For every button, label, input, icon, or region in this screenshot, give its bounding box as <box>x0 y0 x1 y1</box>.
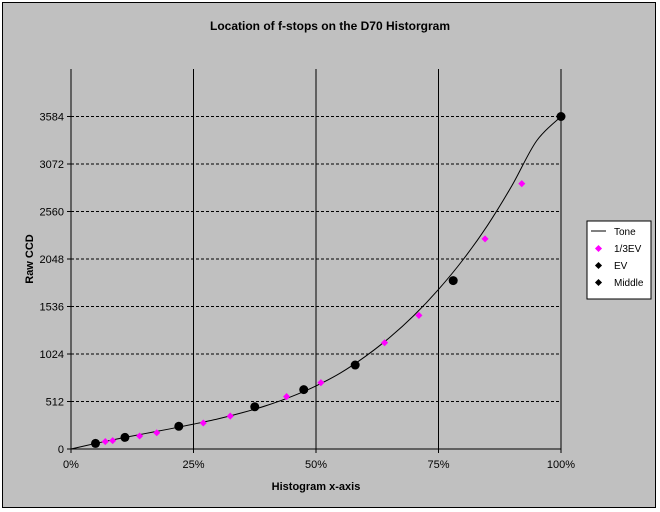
third-ev-point <box>415 311 423 319</box>
ev-point <box>120 432 130 442</box>
x-axis-title: Histogram x-axis <box>272 481 361 493</box>
third-ev-point <box>136 432 144 440</box>
x-tick-label: 75% <box>427 459 449 471</box>
ev-point <box>556 112 566 121</box>
y-tick-label: 1536 <box>40 302 64 314</box>
series-markers <box>91 112 566 448</box>
legend-box <box>586 220 652 300</box>
ev-point <box>448 276 458 286</box>
legend-label-middle: Middle <box>614 278 644 289</box>
y-tick-label: 0 <box>58 444 64 456</box>
legend-label-third-ev: 1/3EV <box>614 244 642 255</box>
y-tick-labels: 0 512 1024 1536 2048 2560 3072 3584 <box>40 112 71 456</box>
y-tick-label: 3072 <box>40 159 64 171</box>
y-tick-label: 2048 <box>40 254 64 266</box>
third-ev-point <box>199 419 207 427</box>
third-ev-point <box>226 412 234 420</box>
third-ev-point <box>109 437 117 445</box>
x-tick-label: 50% <box>305 459 327 471</box>
ev-point <box>350 360 360 370</box>
third-ev-point <box>518 180 526 188</box>
y-tick-label: 1024 <box>40 349 64 361</box>
ev-point <box>91 438 100 448</box>
ev-point <box>250 402 260 412</box>
series-tone-line <box>70 116 562 450</box>
x-tick-label: 100% <box>547 459 575 471</box>
legend-swatch-third-ev <box>594 244 603 253</box>
y-tick-label: 2560 <box>40 207 64 219</box>
third-ev-point <box>481 235 489 243</box>
x-tick-label: 0% <box>63 459 79 471</box>
chart-svg: Location of f-stops on the D70 Historgra… <box>24 19 652 493</box>
third-ev-point <box>381 339 389 347</box>
third-ev-point <box>153 429 161 437</box>
ev-point <box>299 385 309 395</box>
third-ev-point <box>283 393 291 401</box>
legend-label-ev: EV <box>614 261 628 272</box>
y-tick-label: 512 <box>46 397 64 409</box>
ev-point <box>174 421 184 431</box>
third-ev-point <box>101 438 109 446</box>
x-tick-labels: 0% 25% 50% 75% 100% <box>63 449 575 471</box>
y-axis-title: Raw CCD <box>24 234 36 284</box>
third-ev-point <box>317 379 325 387</box>
legend-swatch-ev <box>594 261 603 270</box>
legend-swatch-middle <box>594 278 603 287</box>
horizontal-gridlines <box>71 116 561 402</box>
legend: Tone 1/3EV EV Middle <box>586 220 652 300</box>
chart-title: Location of f-stops on the D70 Historgra… <box>210 19 450 33</box>
y-tick-label: 3584 <box>40 112 64 124</box>
legend-label-tone: Tone <box>614 227 636 238</box>
x-tick-label: 25% <box>182 459 204 471</box>
chart-frame: Location of f-stops on the D70 Historgra… <box>2 2 656 508</box>
